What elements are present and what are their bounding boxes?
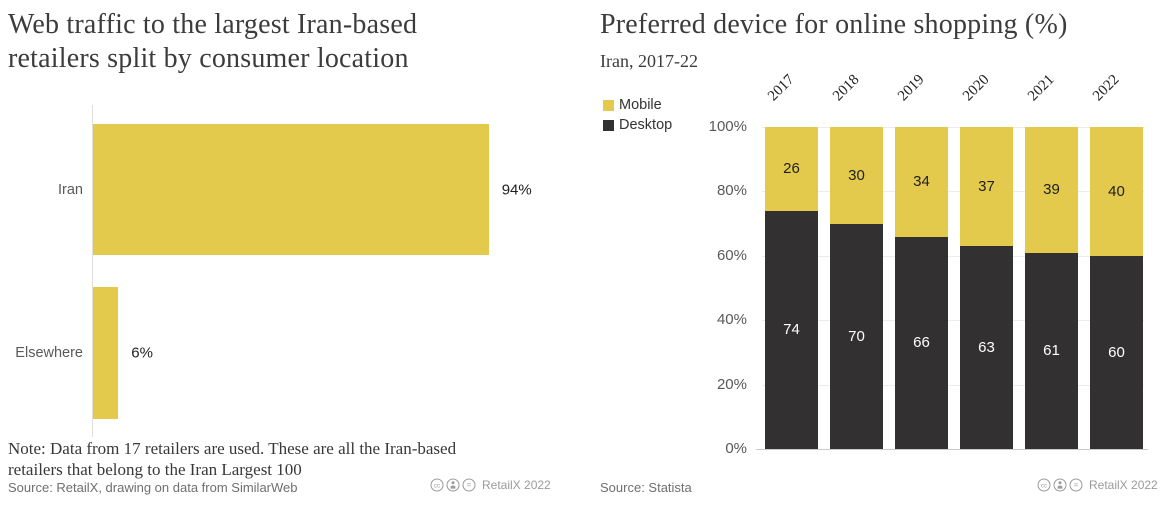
left-chart-note: Note: Data from 17 retailers are used. T… — [8, 438, 456, 480]
iran-traffic-chart: Iran 94% Elsewhere 6% — [8, 105, 564, 437]
desktop-value-label: 70 — [848, 327, 865, 345]
gridline — [762, 191, 1144, 193]
left-source-text: Source: RetailX, drawing on data from Si… — [8, 480, 298, 495]
legend-label: Desktop — [619, 117, 673, 133]
left-chart-title-line1: Web traffic to the largest Iran-based — [8, 9, 418, 40]
gridline — [762, 384, 1144, 386]
legend-item: Desktop — [603, 115, 672, 135]
year-label: 2019 — [894, 71, 928, 105]
svg-text:cc: cc — [1041, 482, 1047, 489]
mobile-value-label: 26 — [783, 160, 800, 178]
mobile-value-label: 30 — [848, 166, 865, 184]
gridline — [756, 449, 1148, 450]
stacked-bar: 37 63 — [960, 127, 1013, 449]
left-chart-note-line1: Note: Data from 17 retailers are used. T… — [8, 439, 457, 458]
legend-swatch-desktop — [603, 119, 614, 131]
y-tick-label: 20% — [716, 375, 747, 393]
desktop-value-label: 60 — [1108, 343, 1125, 361]
desktop-segment: 66 — [895, 236, 948, 449]
mobile-segment: 37 — [960, 127, 1013, 247]
y-tick-label: 60% — [716, 246, 747, 264]
left-chart-note-line2: retailers that belong to the Iran Larges… — [8, 460, 302, 479]
cc-license-icon: cc = — [1037, 478, 1083, 492]
mobile-segment: 26 — [765, 127, 818, 211]
traffic-bar: Elsewhere 6% — [15, 287, 153, 419]
year-label: 2017 — [764, 71, 798, 105]
legend-swatch-mobile — [603, 99, 614, 111]
mobile-segment: 40 — [1090, 127, 1143, 256]
left-chart-title: Web traffic to the largest Iran-based re… — [8, 8, 417, 76]
stacked-bar: 30 70 — [830, 127, 883, 449]
left-chart-axis-line — [92, 105, 93, 437]
gridline — [762, 320, 1144, 322]
desktop-segment: 74 — [765, 210, 818, 449]
stacked-bar: 39 61 — [1025, 127, 1078, 449]
desktop-value-label: 74 — [783, 321, 800, 339]
svg-text:=: = — [1074, 481, 1079, 490]
year-label: 2021 — [1024, 71, 1058, 105]
y-tick-label: 40% — [716, 311, 747, 329]
legend-item: Mobile — [603, 95, 672, 115]
desktop-segment: 61 — [1025, 252, 1078, 449]
y-tick-label: 100% — [708, 118, 747, 135]
desktop-value-label: 61 — [1043, 342, 1060, 360]
year-label: 2022 — [1089, 71, 1123, 105]
y-tick-label: 0% — [725, 440, 747, 457]
stacked-bar: 26 74 — [765, 127, 818, 449]
gridline — [762, 127, 1144, 128]
legend: Mobile Desktop — [603, 95, 672, 135]
attribution-text: RetailX 2022 — [482, 478, 551, 492]
category-label: Iran — [58, 181, 83, 198]
traffic-bar: Iran 94% — [58, 124, 532, 255]
stacked-bar: 40 60 — [1090, 127, 1143, 449]
mobile-segment: 39 — [1025, 127, 1078, 253]
desktop-segment: 60 — [1090, 255, 1143, 449]
svg-text:cc: cc — [434, 482, 440, 489]
mobile-value-label: 37 — [978, 178, 995, 196]
desktop-value-label: 63 — [978, 339, 995, 357]
year-label: 2018 — [829, 71, 863, 105]
legend-label: Mobile — [619, 97, 662, 113]
value-label: 94% — [501, 181, 532, 198]
right-source-text: Source: Statista — [600, 480, 692, 495]
left-license-badge: cc = RetailX 2022 — [430, 478, 551, 492]
mobile-segment: 34 — [895, 127, 948, 237]
left-chart-title-line2: retailers split by consumer location — [8, 43, 409, 74]
y-tick-label: 80% — [716, 182, 747, 200]
stacked-bar: 34 66 — [895, 127, 948, 449]
attribution-text: RetailX 2022 — [1089, 478, 1158, 492]
right-license-badge: cc = RetailX 2022 — [1037, 478, 1158, 492]
mobile-segment: 30 — [830, 127, 883, 224]
mobile-value-label: 34 — [913, 173, 930, 191]
gridline — [762, 255, 1144, 257]
mobile-value-label: 40 — [1108, 182, 1125, 200]
category-label: Elsewhere — [15, 345, 83, 361]
right-chart-subtitle: Iran, 2017-22 — [600, 51, 698, 71]
desktop-value-label: 66 — [913, 334, 930, 352]
value-label: 6% — [131, 344, 153, 362]
right-chart-title: Preferred device for online shopping (%) — [600, 9, 1068, 40]
desktop-segment: 63 — [960, 246, 1013, 449]
cc-license-icon: cc = — [430, 478, 476, 492]
svg-text:=: = — [467, 481, 472, 490]
desktop-segment: 70 — [830, 223, 883, 449]
mobile-value-label: 39 — [1043, 181, 1060, 199]
year-label: 2020 — [959, 71, 993, 105]
device-chart-plot: 26 74 2017 30 70 2018 34 66 2019 37 63 2020 39 61 2021… — [756, 72, 1148, 450]
